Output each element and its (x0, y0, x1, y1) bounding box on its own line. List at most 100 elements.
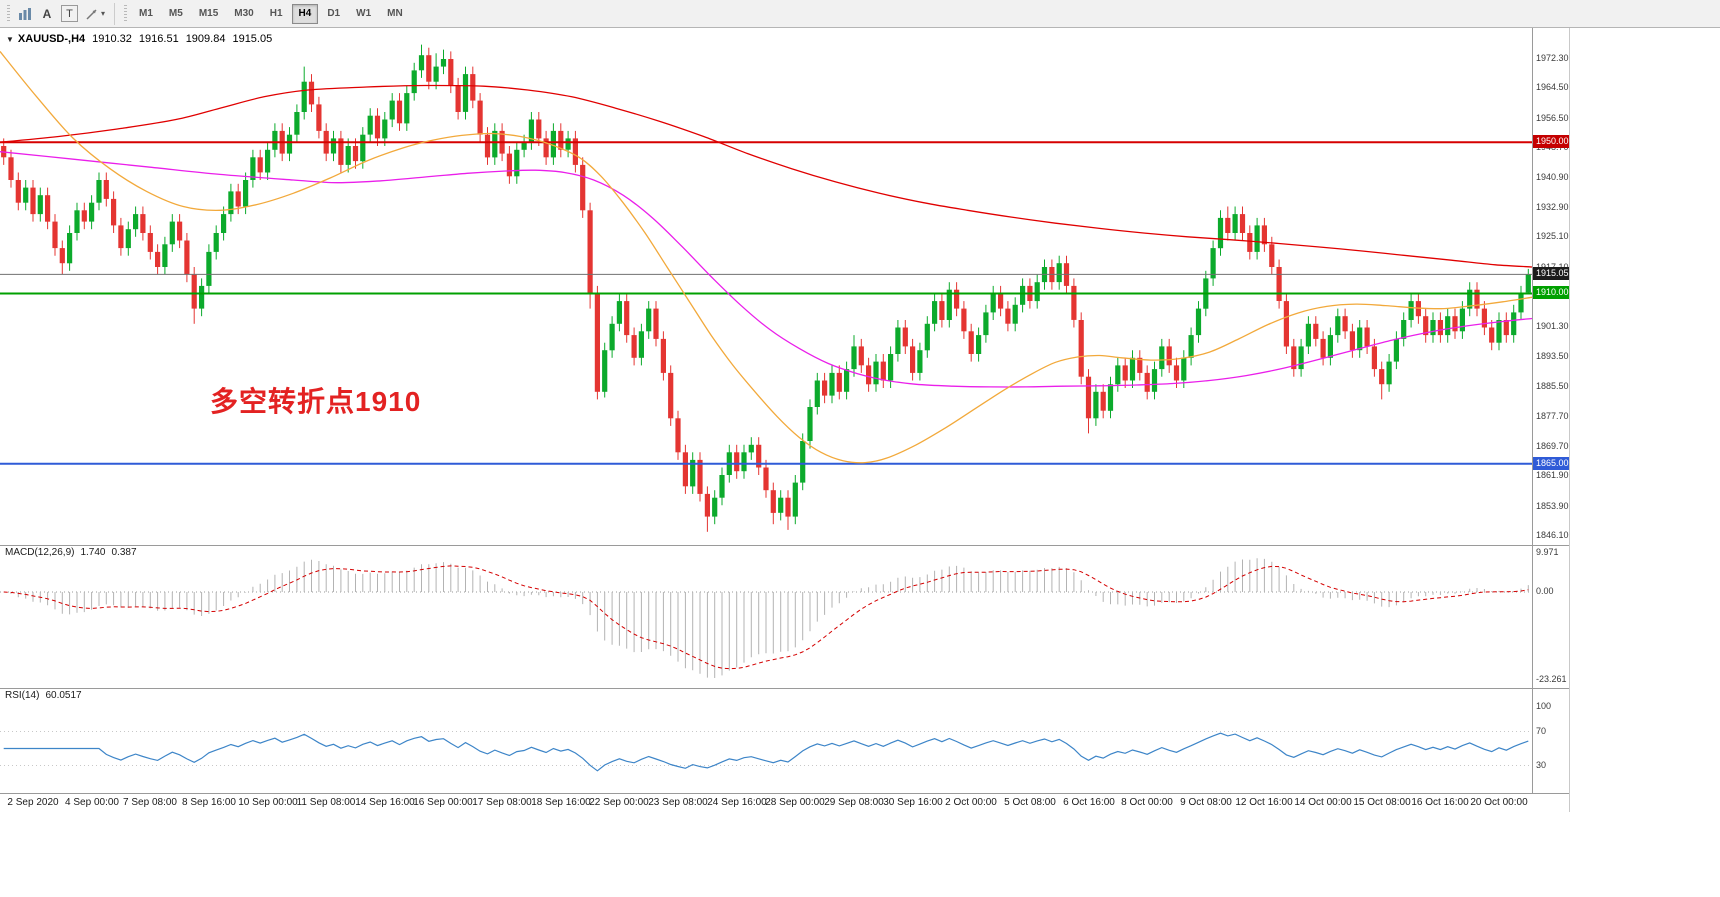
rsi-name: RSI(14) (5, 690, 40, 701)
textbox-tool-button[interactable]: T (61, 5, 78, 22)
time-tick: 22 Sep 00:00 (589, 797, 649, 808)
price-tick: 1853.90 (1536, 501, 1569, 511)
timeframe-group: M1 M5 M15 M30 H1 H4 D1 W1 MN (131, 3, 411, 24)
timeframe-m15[interactable]: M15 (192, 4, 225, 24)
high-value: 1916.51 (138, 33, 179, 45)
time-tick: 4 Sep 00:00 (65, 797, 119, 808)
timeframe-m30[interactable]: M30 (227, 4, 260, 24)
time-tick: 16 Sep 00:00 (413, 797, 473, 808)
macd-histogram (10, 558, 1529, 678)
time-tick: 18 Sep 16:00 (531, 797, 591, 808)
time-tick: 11 Sep 08:00 (296, 797, 356, 808)
time-tick: 15 Oct 08:00 (1353, 797, 1411, 808)
pane-separator[interactable] (0, 545, 1569, 546)
timeframe-h1[interactable]: H1 (263, 4, 290, 24)
time-tick: 10 Sep 00:00 (238, 797, 298, 808)
price-badge-1865.00: 1865.00 (1533, 457, 1569, 470)
time-tick: 12 Oct 16:00 (1235, 797, 1293, 808)
price-badge-1915.05: 1915.05 (1533, 267, 1569, 280)
timeframe-m1[interactable]: M1 (132, 4, 160, 24)
rsi-label: RSI(14) 60.0517 (5, 690, 88, 701)
rsi-axis-30: 30 (1536, 760, 1547, 770)
time-tick: 9 Oct 08:00 (1180, 797, 1232, 808)
macd-axis-min: -23.261 (1536, 674, 1567, 684)
rsi-axis-70: 70 (1536, 726, 1547, 736)
time-tick: 2 Oct 00:00 (945, 797, 997, 808)
macd-axis: 9.971 0.00 -23.261 (1533, 545, 1571, 688)
time-axis[interactable]: 2 Sep 2020 4 Sep 00:00 7 Sep 08:00 8 Sep 16… (0, 793, 1532, 812)
chart-window-right-edge (1569, 28, 1570, 812)
time-tick: 6 Oct 16:00 (1063, 797, 1115, 808)
ma-fast-orange (0, 50, 1532, 464)
time-tick: 28 Sep 00:00 (765, 797, 825, 808)
caret-down-icon: ▾ (101, 9, 106, 18)
collapse-icon[interactable]: ▼ (6, 35, 14, 44)
rsi-axis-100: 100 (1536, 701, 1552, 711)
macd-label: MACD(12,26,9) 1.740 0.387 (5, 547, 143, 558)
rsi-axis: 100 70 30 (1533, 688, 1571, 793)
macd-pane-canvas[interactable] (0, 545, 1532, 688)
macd-axis-max: 9.971 (1536, 547, 1559, 557)
timeframe-w1[interactable]: W1 (349, 4, 378, 24)
ma-mid-magenta (0, 151, 1532, 388)
macd-signal-value: 0.387 (111, 547, 137, 558)
timeframe-h4[interactable]: H4 (291, 3, 319, 24)
candles (1, 44, 1531, 532)
shapes-dropdown-button[interactable]: ▾ (81, 3, 109, 24)
time-tick: 5 Oct 08:00 (1004, 797, 1056, 808)
macd-signal-line (3, 565, 1529, 670)
timeframe-mn[interactable]: MN (380, 4, 410, 24)
bar-chart-icon-button[interactable] (14, 3, 36, 24)
time-tick: 7 Sep 08:00 (123, 797, 177, 808)
time-tick: 8 Sep 16:00 (182, 797, 236, 808)
time-tick: 17 Sep 08:00 (472, 797, 532, 808)
rsi-value: 60.0517 (45, 690, 82, 701)
price-tick: 1877.70 (1536, 411, 1569, 421)
time-tick: 24 Sep 16:00 (707, 797, 767, 808)
bar-chart-icon (19, 7, 31, 20)
price-tick: 1972.30 (1536, 53, 1569, 63)
price-tick: 1901.30 (1536, 321, 1569, 331)
toolbar-grip[interactable] (7, 4, 10, 23)
time-tick: 16 Oct 16:00 (1411, 797, 1469, 808)
time-tick: 14 Sep 16:00 (355, 797, 415, 808)
price-tick: 1869.70 (1536, 441, 1569, 451)
low-value: 1909.84 (185, 33, 226, 45)
price-badge-1910.00: 1910.00 (1533, 286, 1569, 299)
price-tick: 1932.90 (1536, 202, 1569, 212)
price-chart-canvas[interactable] (0, 28, 1532, 545)
time-tick: 8 Oct 00:00 (1121, 797, 1173, 808)
macd-main-value: 1.740 (80, 547, 106, 558)
rsi-pane-canvas[interactable] (0, 688, 1532, 793)
chart-ohlc-header: ▼ XAUUSD-,H4 1910.32 1916.51 1909.84 1915.05 (6, 33, 279, 45)
price-tick: 1846.10 (1536, 530, 1569, 540)
text-tool-button[interactable]: A (36, 3, 58, 24)
timeframe-d1[interactable]: D1 (320, 4, 347, 24)
macd-axis-zero: 0.00 (1536, 586, 1554, 596)
price-tick: 1956.50 (1536, 113, 1569, 123)
pane-separator (0, 793, 1569, 794)
chart-annotation-text: 多空转折点1910 (210, 386, 422, 417)
price-axis[interactable]: 1972.301964.501956.501948.701940.901932.… (1533, 28, 1569, 545)
price-badge-1950.00: 1950.00 (1533, 135, 1569, 148)
time-tick: 14 Oct 00:00 (1294, 797, 1352, 808)
macd-name: MACD(12,26,9) (5, 547, 75, 558)
timeframe-m5[interactable]: M5 (162, 4, 190, 24)
toolbar: A T ▾ M1 M5 M15 M30 H1 H4 D1 W1 MN (0, 0, 1720, 28)
time-tick: 20 Oct 00:00 (1470, 797, 1528, 808)
close-value: 1915.05 (232, 33, 273, 45)
price-tick: 1964.50 (1536, 82, 1569, 92)
time-tick: 23 Sep 08:00 (648, 797, 708, 808)
time-tick: 29 Sep 08:00 (824, 797, 884, 808)
rsi-line (3, 732, 1529, 772)
price-tick: 1861.90 (1536, 470, 1569, 480)
timeframe-toolbar-grip[interactable] (124, 4, 128, 23)
price-tick: 1925.10 (1536, 231, 1569, 241)
pane-separator[interactable] (0, 688, 1569, 689)
time-tick: 30 Sep 16:00 (883, 797, 943, 808)
price-axis-divider (1532, 28, 1533, 793)
symbol-label: XAUUSD-,H4 (17, 33, 86, 45)
toolbar-separator (114, 2, 116, 25)
price-tick: 1885.50 (1536, 381, 1569, 391)
